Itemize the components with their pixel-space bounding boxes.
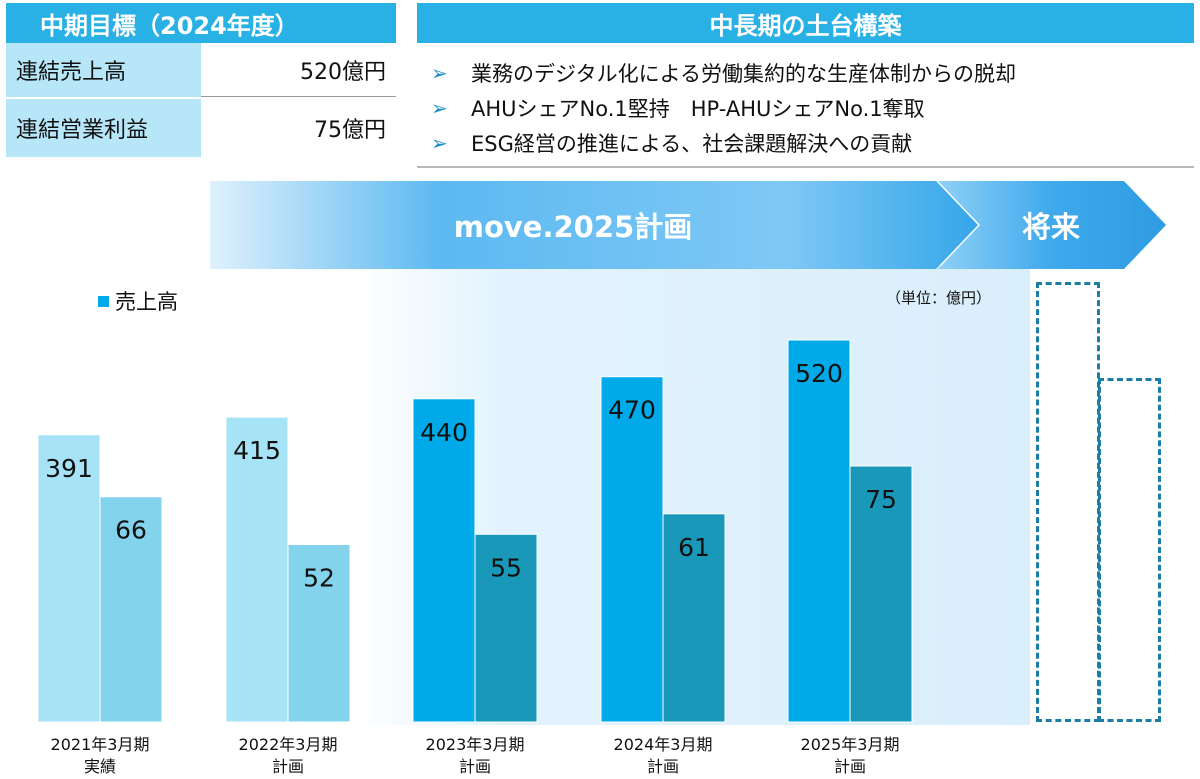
long-term-foundation-box: 中長期の土台構築 ➢ 業務のデジタル化による労働集約的な生産体制からの脱却 ➢ … <box>417 3 1194 168</box>
sales-value-label: 470 <box>608 396 656 425</box>
profit-value-label: 52 <box>303 564 335 593</box>
target-row-profit: 連結営業利益 75億円 <box>6 99 396 157</box>
mid-term-target-table: 中期目標（2024年度） 連結売上高 520億円 連結営業利益 75億円 <box>6 3 396 157</box>
foundation-header: 中長期の土台構築 <box>417 3 1194 43</box>
target-label-profit: 連結営業利益 <box>6 99 201 157</box>
arrow-bullet-icon: ➢ <box>431 60 448 85</box>
sales-value-label: 520 <box>795 359 843 388</box>
profit-bar <box>849 465 913 723</box>
foundation-item-text: 業務のデジタル化による労働集約的な生産体制からの脱却 <box>471 61 1016 86</box>
category-label-type: 計画 <box>272 757 304 776</box>
sales-bar <box>225 416 289 723</box>
sales-value-label: 440 <box>420 418 468 447</box>
profit-bar <box>287 544 351 723</box>
profit-value-label: 75 <box>865 485 897 514</box>
target-value-profit: 75億円 <box>201 99 396 157</box>
legend-swatch <box>98 295 109 307</box>
category-label-type: 実績 <box>84 757 116 776</box>
profit-bar <box>662 513 726 723</box>
profit-bar <box>99 496 163 723</box>
chart-legend: 売上高 <box>98 286 178 316</box>
category-label-period: 2023年3月期 <box>426 735 525 754</box>
category-label-period: 2022年3月期 <box>239 735 338 754</box>
plan-banner-arrow-shape <box>210 181 978 269</box>
foundation-item-text: ESG経営の推進による、社会課題解決への貢献 <box>471 131 913 156</box>
category-label-period: 2021年3月期 <box>51 735 150 754</box>
target-label-sales: 連結売上高 <box>6 43 201 97</box>
future-banner-label: 将来 <box>1021 210 1080 244</box>
category-label-period: 2025年3月期 <box>801 735 900 754</box>
sales-value-label: 391 <box>45 454 93 483</box>
profit-value-label: 66 <box>115 516 147 545</box>
future-profit-placeholder <box>1098 378 1161 722</box>
profit-bar <box>474 533 538 723</box>
arrow-bullet-icon: ➢ <box>431 130 448 155</box>
category-label-period: 2024年3月期 <box>614 735 713 754</box>
future-banner: 将来 <box>938 181 1168 269</box>
legend-label: 売上高 <box>115 290 178 314</box>
profit-value-label: 61 <box>678 533 710 562</box>
foundation-item: ➢ ESG経営の推進による、社会課題解決への貢献 <box>417 125 1194 160</box>
arrow-bullet-icon: ➢ <box>431 95 448 120</box>
profit-value-label: 55 <box>490 553 522 582</box>
foundation-list: ➢ 業務のデジタル化による労働集約的な生産体制からの脱却 ➢ AHUシェアNo.… <box>417 43 1194 168</box>
sales-bar <box>412 398 476 723</box>
category-label-type: 計画 <box>834 757 866 776</box>
unit-label: （単位：億円） <box>886 289 992 307</box>
sales-bar <box>787 339 851 723</box>
target-value-sales: 520億円 <box>201 43 396 97</box>
foundation-item: ➢ 業務のデジタル化による労働集約的な生産体制からの脱却 <box>417 55 1194 90</box>
target-row-sales: 連結売上高 520億円 <box>6 43 396 99</box>
plan-banner-label: move.2025計画 <box>453 210 693 244</box>
sales-value-label: 415 <box>233 436 281 465</box>
foundation-item: ➢ AHUシェアNo.1堅持 HP-AHUシェアNo.1奪取 <box>417 90 1194 125</box>
foundation-item-text: AHUシェアNo.1堅持 HP-AHUシェアNo.1奪取 <box>471 96 925 121</box>
plan-banner: move.2025計画 <box>210 181 980 269</box>
category-label-type: 計画 <box>647 757 679 776</box>
future-banner-arrow-shape <box>938 181 1166 269</box>
sales-bar <box>600 376 664 723</box>
category-label-type: 計画 <box>459 757 491 776</box>
mid-term-target-header: 中期目標（2024年度） <box>6 3 396 43</box>
